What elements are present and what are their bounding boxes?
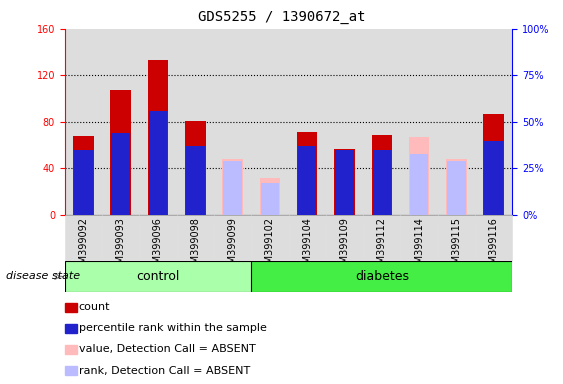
Bar [111, 133, 130, 215]
Text: GSM399109: GSM399109 [339, 217, 350, 276]
Bar [149, 111, 167, 215]
Bar [177, 29, 214, 215]
Bar [447, 161, 466, 215]
Bar [140, 215, 177, 261]
Bar [475, 29, 512, 215]
Bar [260, 178, 280, 215]
Bar [409, 137, 430, 215]
Text: GSM399116: GSM399116 [489, 217, 499, 276]
Bar [222, 159, 243, 215]
Text: GSM399092: GSM399092 [78, 217, 88, 276]
Bar [289, 215, 326, 261]
Bar [65, 215, 102, 261]
Bar [289, 29, 326, 215]
Bar [102, 215, 139, 261]
Bar [373, 150, 391, 215]
Text: GSM399099: GSM399099 [227, 217, 238, 276]
Bar [484, 141, 503, 215]
Text: GSM399093: GSM399093 [115, 217, 126, 276]
Bar [251, 215, 288, 261]
Bar [185, 121, 205, 215]
Bar [400, 215, 438, 261]
Bar [335, 150, 354, 215]
Bar [251, 29, 288, 215]
Bar [214, 29, 251, 215]
Bar [410, 154, 428, 215]
Bar [251, 261, 512, 292]
Bar [484, 114, 504, 215]
Bar [438, 215, 475, 261]
Bar [363, 215, 400, 261]
Bar [326, 29, 363, 215]
Bar [140, 29, 177, 215]
Bar [73, 136, 93, 215]
Bar [400, 29, 438, 215]
Text: rank, Detection Call = ABSENT: rank, Detection Call = ABSENT [79, 366, 250, 376]
Bar [363, 29, 400, 215]
Bar [297, 132, 318, 215]
Text: GSM399098: GSM399098 [190, 217, 200, 276]
Text: GSM399104: GSM399104 [302, 217, 312, 276]
Bar [74, 150, 93, 215]
Text: value, Detection Call = ABSENT: value, Detection Call = ABSENT [79, 344, 256, 354]
Bar [177, 215, 214, 261]
Text: GSM399112: GSM399112 [377, 217, 387, 276]
Bar [475, 215, 512, 261]
Bar [110, 91, 131, 215]
Text: percentile rank within the sample: percentile rank within the sample [79, 323, 267, 333]
Text: GSM399096: GSM399096 [153, 217, 163, 276]
Text: control: control [136, 270, 180, 283]
Bar [65, 261, 251, 292]
Text: GSM399114: GSM399114 [414, 217, 424, 276]
Bar [186, 146, 204, 215]
Bar [334, 149, 355, 215]
Text: disease state: disease state [6, 271, 80, 281]
Bar [65, 29, 102, 215]
Text: GSM399115: GSM399115 [452, 217, 462, 276]
Text: count: count [79, 302, 110, 312]
Bar [372, 135, 392, 215]
Bar [438, 29, 475, 215]
Text: diabetes: diabetes [355, 270, 409, 283]
Bar [102, 29, 139, 215]
Bar [261, 184, 279, 215]
Bar [148, 60, 168, 215]
Bar [298, 146, 316, 215]
Bar [446, 159, 467, 215]
Bar [326, 215, 363, 261]
Bar [214, 215, 251, 261]
Bar [224, 161, 242, 215]
Text: GDS5255 / 1390672_at: GDS5255 / 1390672_at [198, 10, 365, 23]
Text: GSM399102: GSM399102 [265, 217, 275, 276]
